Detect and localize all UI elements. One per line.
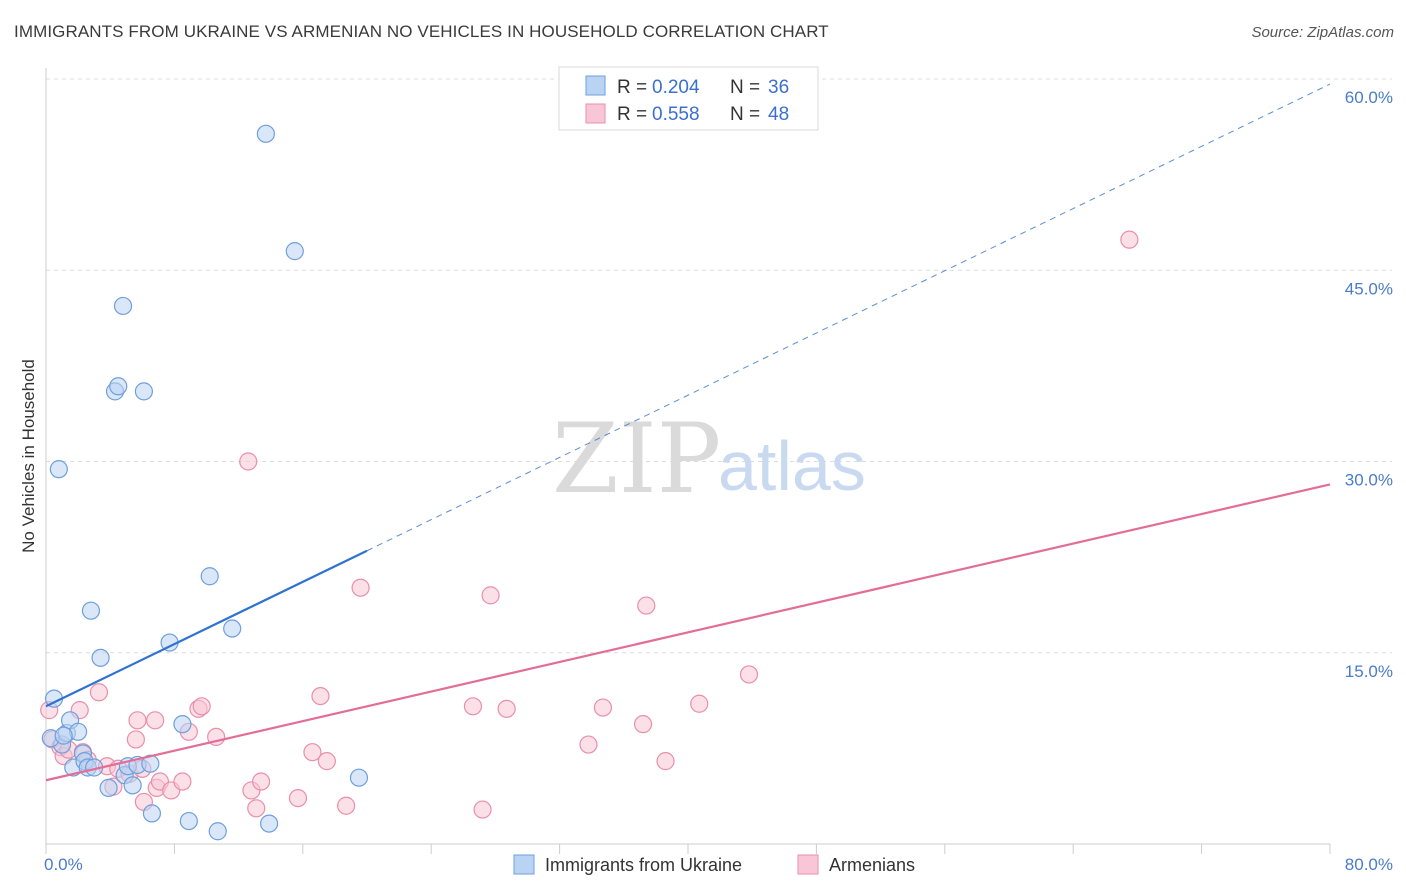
y-axis-label: No Vehicles in Household <box>19 359 38 553</box>
bottom-legend: Immigrants from Ukraine Armenians <box>513 854 915 875</box>
trendline-armenian <box>45 483 1331 782</box>
point-armenian <box>146 711 165 730</box>
trendline-ukraine-extension <box>366 83 1331 552</box>
point-ukraine <box>223 619 242 638</box>
chart-title: IMMIGRANTS FROM UKRAINE VS ARMENIAN NO V… <box>14 22 829 41</box>
legend-n-label: N = <box>730 104 760 125</box>
point-ukraine <box>142 804 162 823</box>
point-ukraine <box>349 768 369 787</box>
legend-n-label: N = <box>730 77 760 98</box>
point-ukraine <box>179 811 198 831</box>
point-ukraine <box>134 382 154 401</box>
point-armenian <box>473 800 492 819</box>
point-armenian <box>337 796 356 815</box>
legend-r-value: 0.204 <box>652 77 700 98</box>
point-armenian <box>497 699 516 718</box>
point-armenian <box>128 711 147 730</box>
legend-r-label: R = <box>617 77 647 98</box>
point-armenian <box>288 788 308 808</box>
point-armenian <box>656 752 675 771</box>
point-ukraine <box>109 377 128 396</box>
point-armenian <box>89 683 109 702</box>
point-armenian <box>126 730 145 749</box>
legend-swatch-armenian <box>585 103 606 124</box>
point-ukraine <box>123 776 142 795</box>
bottom-legend-label-armenian: Armenians <box>829 855 915 875</box>
point-armenian <box>192 697 211 716</box>
point-armenian <box>303 743 322 762</box>
point-armenian <box>1120 230 1139 249</box>
point-armenian <box>481 586 500 605</box>
legend-box: R = 0.204 N = 36 R = 0.558 N = 48 <box>558 66 819 131</box>
x-tick-labels: 0.0% 80.0% <box>44 855 1393 874</box>
legend-r-label: R = <box>617 104 647 125</box>
legend-r-value: 0.558 <box>652 104 700 125</box>
point-ukraine <box>173 715 192 734</box>
point-ukraine <box>200 567 219 586</box>
point-armenian <box>251 772 271 791</box>
y-tick-label: 60.0% <box>1345 88 1393 107</box>
point-ukraine <box>113 296 133 316</box>
point-armenian <box>247 799 266 818</box>
point-armenian <box>311 686 330 706</box>
legend-n-value: 48 <box>768 104 789 125</box>
point-armenian <box>579 735 598 754</box>
watermark-atlas: atlas <box>718 427 866 505</box>
bottom-legend-swatch-armenian <box>797 854 819 875</box>
legend-n-value: 36 <box>768 77 789 98</box>
point-armenian <box>633 715 653 734</box>
point-armenian <box>173 772 192 791</box>
point-ukraine <box>81 601 101 620</box>
point-armenian <box>317 752 336 771</box>
watermark-zip: ZIP <box>552 403 721 515</box>
point-armenian <box>637 596 656 615</box>
grid-lines <box>46 78 1392 654</box>
point-armenian <box>351 578 370 597</box>
point-ukraine <box>259 814 279 833</box>
y-tick-label: 30.0% <box>1345 471 1393 490</box>
x-tick-label: 80.0% <box>1345 855 1393 874</box>
watermark: ZIP atlas <box>552 403 866 515</box>
y-tick-label: 45.0% <box>1345 279 1393 298</box>
y-tick-label: 15.0% <box>1345 662 1393 681</box>
point-ukraine <box>49 460 68 479</box>
source-credit: Source: ZipAtlas.com <box>1251 24 1394 41</box>
legend-swatch-ukraine <box>585 75 606 96</box>
bottom-legend-label-ukraine: Immigrants from Ukraine <box>545 855 742 875</box>
point-ukraine <box>99 778 118 798</box>
point-armenian <box>463 697 483 716</box>
trendlines <box>366 83 1331 552</box>
data-points <box>40 124 1331 841</box>
point-armenian <box>239 452 258 471</box>
trendline-ukraine <box>45 549 368 708</box>
point-armenian <box>690 694 709 713</box>
x-tick-label: 0.0% <box>44 855 83 874</box>
point-armenian <box>739 665 759 684</box>
point-ukraine <box>208 822 227 841</box>
bottom-legend-swatch-ukraine <box>513 854 535 875</box>
point-ukraine <box>285 242 304 261</box>
point-armenian <box>593 698 613 717</box>
y-tick-labels: 15.0% 30.0% 45.0% 60.0% <box>1345 88 1393 681</box>
point-ukraine <box>54 726 73 745</box>
point-ukraine <box>256 124 275 143</box>
point-ukraine <box>91 648 110 667</box>
